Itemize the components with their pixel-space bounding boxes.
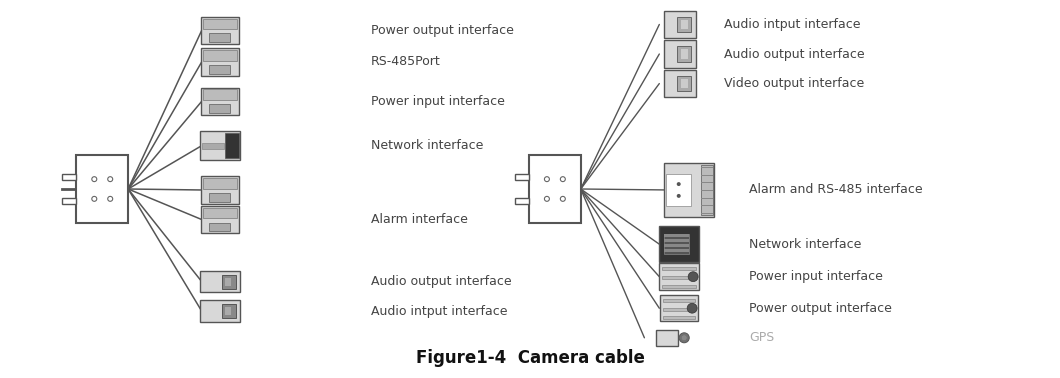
Bar (515, 198, 529, 204)
Bar (701, 205, 713, 206)
Text: Network interface: Network interface (748, 238, 861, 251)
Bar (199, 131, 240, 160)
Bar (202, 90, 236, 100)
Bar (200, 176, 238, 204)
Bar (665, 239, 689, 242)
Bar (664, 299, 695, 302)
Circle shape (676, 182, 681, 186)
Text: Video output interface: Video output interface (724, 77, 864, 90)
Bar (701, 190, 713, 191)
Bar (682, 20, 688, 29)
Bar (209, 223, 230, 231)
Bar (225, 278, 231, 285)
Text: Power input interface: Power input interface (748, 270, 883, 283)
Bar (222, 304, 235, 318)
Bar (677, 17, 691, 33)
Bar (662, 276, 696, 279)
Bar (665, 11, 696, 38)
Bar (701, 198, 713, 199)
Bar (222, 275, 235, 288)
Text: Audio intput interface: Audio intput interface (724, 18, 861, 31)
Bar (665, 249, 689, 252)
Text: GPS: GPS (748, 331, 774, 344)
Bar (701, 213, 713, 214)
Bar (667, 174, 691, 206)
Bar (662, 267, 696, 270)
Bar (665, 234, 689, 254)
Circle shape (676, 194, 681, 198)
Bar (656, 330, 678, 345)
Bar (515, 174, 529, 180)
Bar (665, 40, 696, 68)
Bar (200, 206, 238, 233)
Bar (665, 163, 714, 217)
Bar (76, 155, 128, 223)
Bar (660, 296, 699, 321)
Bar (63, 198, 76, 204)
Text: Audio output interface: Audio output interface (724, 48, 865, 60)
Bar (202, 208, 236, 218)
Bar (659, 263, 700, 290)
Bar (199, 271, 240, 293)
Bar (662, 285, 696, 288)
Bar (659, 226, 700, 262)
Bar (701, 167, 713, 168)
Bar (682, 49, 688, 59)
Bar (209, 104, 230, 113)
Bar (200, 88, 238, 115)
Bar (209, 33, 230, 42)
Text: Power input interface: Power input interface (371, 95, 505, 108)
Bar (664, 316, 695, 319)
Text: Audio output interface: Audio output interface (371, 275, 512, 288)
Bar (202, 19, 236, 29)
Bar (209, 193, 230, 202)
Bar (225, 307, 231, 315)
Bar (200, 48, 238, 76)
Bar (200, 17, 238, 44)
Text: RS-485Port: RS-485Port (371, 56, 441, 68)
Bar (677, 76, 691, 91)
Bar (665, 234, 689, 237)
Bar (529, 155, 581, 223)
Bar (225, 133, 238, 158)
Circle shape (687, 303, 697, 313)
Text: Figure1-4  Camera cable: Figure1-4 Camera cable (416, 349, 644, 367)
Bar (201, 143, 224, 149)
Text: Network interface: Network interface (371, 139, 483, 152)
Text: Alarm and RS-485 interface: Alarm and RS-485 interface (748, 183, 922, 197)
Text: Power output interface: Power output interface (748, 302, 891, 315)
Bar (701, 182, 713, 183)
Bar (63, 174, 76, 180)
Circle shape (688, 272, 699, 282)
Bar (701, 165, 713, 215)
Bar (664, 308, 695, 311)
Bar (677, 46, 691, 62)
Bar (209, 65, 230, 74)
Bar (665, 70, 696, 98)
Text: Power output interface: Power output interface (371, 24, 514, 37)
Text: Audio intput interface: Audio intput interface (371, 305, 508, 318)
Text: Alarm interface: Alarm interface (371, 213, 467, 226)
Bar (682, 79, 688, 88)
Circle shape (679, 333, 689, 343)
Bar (665, 244, 689, 247)
Bar (202, 50, 236, 60)
Bar (202, 178, 236, 189)
Bar (199, 301, 240, 322)
